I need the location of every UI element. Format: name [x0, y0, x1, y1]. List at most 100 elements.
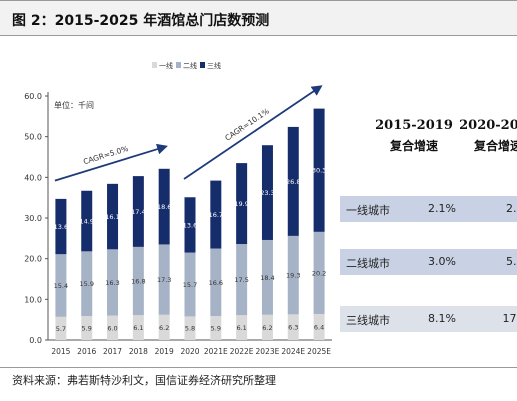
- data-label: 16.6: [209, 279, 223, 287]
- data-label: 19.9: [234, 200, 248, 208]
- data-label: 6.4: [314, 323, 324, 331]
- bar-segment: [236, 315, 248, 340]
- x-tick-label: 2024E: [281, 347, 305, 356]
- unit-label: 单位：千间: [54, 100, 94, 110]
- bar-segment: [132, 176, 144, 247]
- bar-segment: [287, 314, 299, 340]
- data-label: 17.3: [157, 276, 171, 284]
- data-label: 16.8: [131, 278, 145, 286]
- bar-segment: [107, 183, 119, 250]
- data-label: 13.6: [183, 221, 197, 229]
- data-label: 6.0: [107, 324, 117, 332]
- bar-segment: [158, 244, 170, 315]
- x-tick-label: 2025E: [307, 347, 331, 356]
- cagr-table: 2015-2019 复合增速 2020-2025 复合增速 一线城市 2.1% …: [340, 118, 517, 348]
- data-label: 20.2: [312, 269, 326, 277]
- bar-segment: [236, 244, 248, 316]
- data-label: 13.6: [54, 223, 68, 231]
- bar-segment: [261, 314, 273, 340]
- x-tick-label: 2022E: [230, 347, 254, 356]
- bar-segment: [210, 248, 222, 317]
- city-label: 二线城市: [346, 257, 390, 270]
- y-tick-label: 30.0: [24, 214, 42, 223]
- data-label: 6.1: [133, 324, 143, 332]
- bar-segment: [132, 246, 144, 316]
- data-label: 23.3: [260, 189, 274, 197]
- header-period: 2015-2019: [375, 118, 453, 133]
- legend-swatch: [152, 62, 157, 68]
- data-label: 5.8: [185, 325, 195, 333]
- x-tick-label: 2018: [129, 347, 148, 356]
- bar-segment: [313, 313, 325, 340]
- table-row-tier3: 三线城市 8.1% 17.3%: [340, 306, 517, 332]
- data-label: 15.7: [183, 281, 197, 289]
- source-divider: [0, 367, 517, 368]
- y-tick-label: 20.0: [24, 255, 42, 264]
- cagr-value: 8.1%: [428, 312, 456, 325]
- x-tick-label: 2016: [77, 347, 96, 356]
- data-label: 5.7: [56, 325, 66, 333]
- y-tick-label: 50.0: [24, 133, 42, 142]
- data-label: 15.4: [54, 282, 68, 290]
- legend-swatch: [200, 62, 205, 68]
- bar-segment: [81, 190, 93, 252]
- data-label: 18.4: [260, 274, 274, 282]
- data-label: 16.1: [105, 213, 119, 221]
- data-label: 16.7: [209, 211, 223, 219]
- bar-segment: [236, 163, 248, 245]
- data-label: 30.3: [312, 167, 326, 175]
- data-label: 17.4: [131, 208, 145, 216]
- cagr-value: 17.3%: [502, 312, 517, 325]
- legend-label: 一线: [159, 61, 173, 70]
- y-tick-label: 0.0: [29, 336, 42, 345]
- cagr-value: 3.0%: [428, 255, 456, 268]
- header-metric: 复合增速: [473, 139, 517, 153]
- legend-label: 二线: [183, 61, 197, 70]
- x-tick-label: 2017: [103, 347, 122, 356]
- source-note: 资料来源：弗若斯特沙利文，国信证券经济研究所整理: [12, 374, 276, 387]
- bar-segment: [184, 316, 196, 340]
- data-label: 16.3: [105, 279, 119, 287]
- city-label: 三线城市: [346, 314, 390, 327]
- data-label: 18.6: [157, 203, 171, 211]
- table-row-tier1: 一线城市 2.1% 2.0%: [340, 196, 517, 222]
- bar-segment: [261, 239, 273, 315]
- bar-segment: [210, 316, 222, 340]
- data-label: 14.9: [79, 218, 93, 226]
- cagr-arrow: [183, 85, 323, 180]
- cagr-label: CAGR=5.0%: [82, 144, 129, 166]
- data-label: 6.3: [288, 324, 298, 332]
- x-tick-label: 2015: [51, 347, 70, 356]
- bar-segment: [132, 315, 144, 340]
- bar-segment: [287, 126, 299, 236]
- x-tick-label: 2020: [180, 347, 199, 356]
- data-label: 5.9: [211, 325, 221, 333]
- data-label: 6.2: [159, 324, 169, 332]
- title-bar: 图 2：2015-2025 年酒馆总门店数预测: [0, 0, 517, 36]
- bar-segment: [55, 198, 67, 255]
- bar-segment: [107, 249, 119, 316]
- table-header-2020-2025: 2020-2025 复合增速: [458, 118, 517, 154]
- header-metric: 复合增速: [389, 139, 438, 153]
- data-label: 6.2: [262, 324, 272, 332]
- bar-segment: [81, 316, 93, 340]
- legend-swatch: [176, 62, 181, 68]
- x-tick-label: 2023E: [256, 347, 280, 356]
- bar-segment: [184, 197, 196, 253]
- y-tick-label: 40.0: [24, 173, 42, 182]
- bar-segment: [313, 231, 325, 314]
- data-label: 17.5: [234, 276, 248, 284]
- data-label: 26.8: [286, 178, 300, 186]
- y-tick-label: 10.0: [24, 295, 42, 304]
- x-tick-label: 2021E: [204, 347, 228, 356]
- data-label: 19.3: [286, 272, 300, 280]
- legend-label: 三线: [207, 61, 221, 70]
- bar-segment: [55, 254, 67, 317]
- data-label: 15.9: [79, 280, 93, 288]
- bar-segment: [81, 251, 93, 317]
- stacked-bar-chart: 0.0 10.0 20.0 30.0 40.0 50.0 60.0 单位：千间 一线 二线 三线 5.…: [24, 61, 332, 356]
- bar-segment: [184, 252, 196, 317]
- bar-segment: [55, 316, 67, 340]
- cagr-arrow: [54, 143, 168, 182]
- header-period: 2020-2025: [459, 118, 517, 133]
